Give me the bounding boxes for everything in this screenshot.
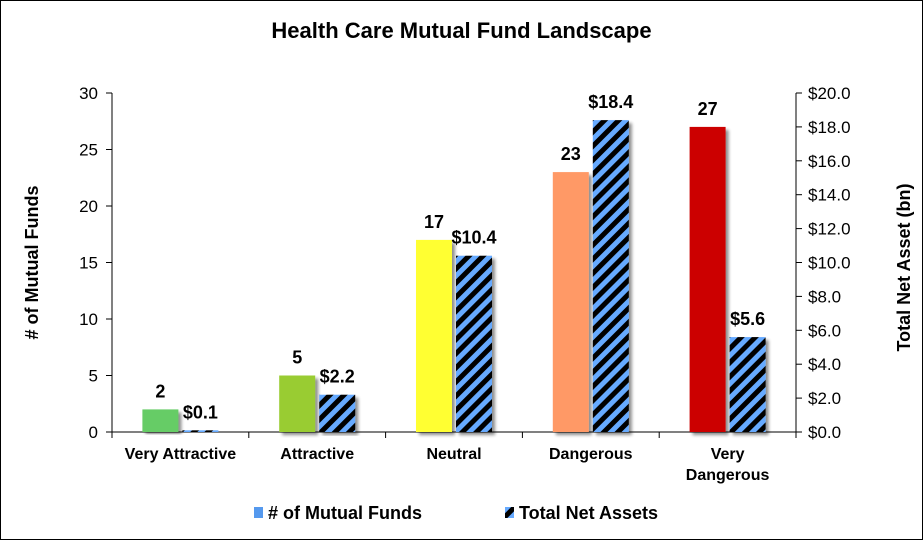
assets-data-label: $5.6 [730,309,765,329]
right-tick-label: $12.0 [808,220,851,239]
category-label: Dangerous [549,446,633,463]
left-tick-label: 0 [89,423,98,442]
funds-data-label: 5 [292,348,302,368]
left-tick-label: 30 [79,84,98,103]
right-tick-label: $18.0 [808,118,851,137]
legend-funds-label: # of Mutual Funds [268,503,422,523]
assets-bar [182,430,219,432]
category-label: Neutral [426,446,481,463]
category-label: Attractive [280,446,354,463]
funds-bar [416,239,452,432]
funds-bar [552,172,589,432]
assets-bar [729,337,766,432]
left-tick-label: 15 [79,254,98,273]
left-tick-label: 10 [79,310,98,329]
right-tick-label: $6.0 [808,321,841,340]
funds-data-label: 27 [698,99,718,119]
right-tick-label: $4.0 [808,355,841,374]
category-label: Dangerous [686,467,770,484]
funds-data-label: 17 [424,212,444,232]
right-tick-label: $20.0 [808,84,851,103]
legend-assets-swatch [505,507,514,518]
funds-bar [689,126,726,433]
category-label: Very Attractive [125,446,237,463]
right-axis-title: Total Net Asset (bn) [894,183,914,351]
category-label: Very [711,446,745,463]
right-tick-label: $14.0 [808,186,851,205]
left-tick-label: 5 [89,367,98,386]
assets-bar [592,120,629,433]
left-axis-title: # of Mutual Funds [22,186,42,340]
right-tick-label: $16.0 [808,152,851,171]
assets-bar [319,394,356,432]
left-tick-label: 20 [79,197,98,216]
funds-data-label: 23 [561,144,581,164]
funds-data-label: 2 [155,381,165,401]
left-tick-label: 25 [79,141,98,160]
assets-bar [456,255,492,432]
legend-assets-label: Total Net Assets [519,503,658,523]
assets-data-label: $10.4 [451,228,496,248]
assets-data-label: $0.1 [183,402,218,422]
assets-data-label: $18.4 [588,92,633,112]
right-tick-label: $8.0 [808,287,841,306]
legend-funds-swatch [254,507,263,518]
right-tick-label: $0.0 [808,423,841,442]
funds-bar [142,409,179,432]
right-tick-label: $10.0 [808,254,851,273]
assets-data-label: $2.2 [320,367,355,387]
chart-title: Health Care Mutual Fund Landscape [271,18,652,43]
right-tick-label: $2.0 [808,389,841,408]
funds-bar [279,375,316,432]
